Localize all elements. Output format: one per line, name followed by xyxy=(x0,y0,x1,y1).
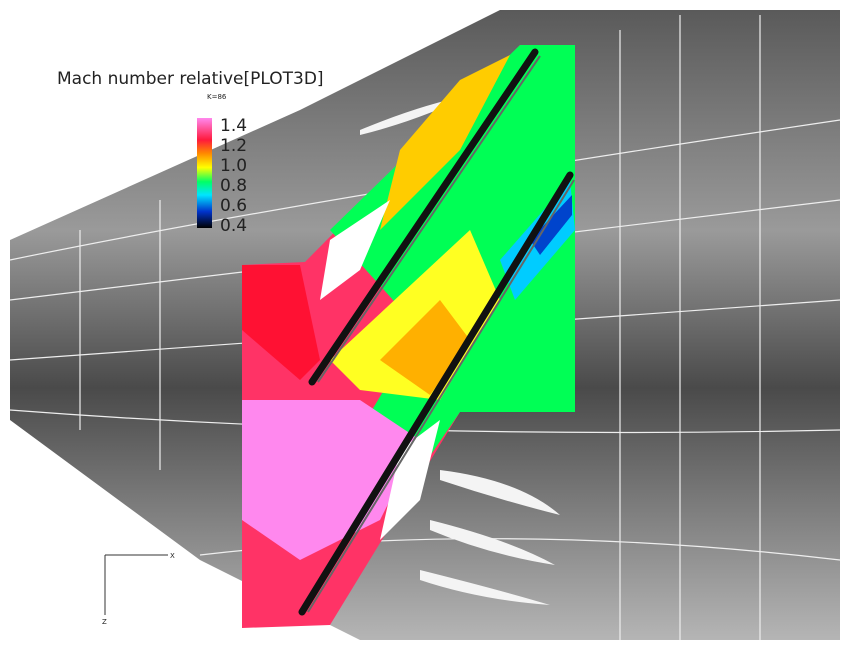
legend-level: 1.4 xyxy=(220,116,247,136)
page: Mach number relative[PLOT3D] K=86 1.41.2… xyxy=(0,0,850,651)
legend-levels: 1.41.21.00.80.60.4 xyxy=(220,116,247,236)
legend-subtitle: K=86 xyxy=(207,93,227,101)
legend-level: 0.4 xyxy=(220,216,247,236)
axis-label-x: X xyxy=(170,552,175,560)
legend-level: 0.6 xyxy=(220,196,247,216)
legend-level: 1.0 xyxy=(220,156,247,176)
axis-label-z: Z xyxy=(102,618,107,626)
legend-level: 0.8 xyxy=(220,176,247,196)
legend-title: Mach number relative[PLOT3D] xyxy=(57,69,324,89)
colorbar xyxy=(197,118,212,228)
legend-level: 1.2 xyxy=(220,136,247,156)
visualization: Mach number relative[PLOT3D] K=86 1.41.2… xyxy=(0,0,850,651)
